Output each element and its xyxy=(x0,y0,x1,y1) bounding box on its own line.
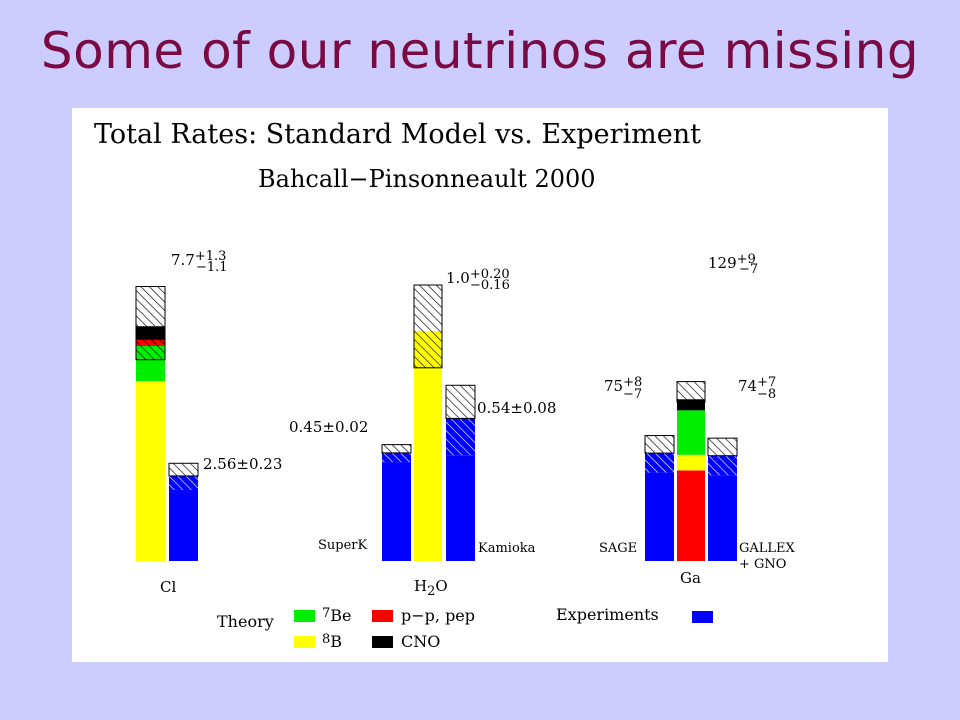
value-label-h2o-theory: 1.0+0.20 xyxy=(446,267,510,287)
exp-cap-hatch-h2o-1 xyxy=(445,384,476,419)
theory-bar-ga-cno xyxy=(677,399,705,411)
chart-title: Total Rates: Standard Model vs. Experime… xyxy=(94,119,701,150)
legend-swatch-b8 xyxy=(294,636,315,648)
value-label-ga-theory: 129+9 xyxy=(708,252,756,272)
theory-bar-h2o-b8 xyxy=(414,331,442,561)
exp-err-hatch-ga-0 xyxy=(645,453,674,473)
chart-subtitle: Bahcall−Pinsonneault 2000 xyxy=(258,165,596,193)
exp-name-sage: SAGE xyxy=(599,541,637,556)
exp-err-hatch-h2o-1 xyxy=(446,418,475,456)
value-label-gallex-minus: −8 xyxy=(757,387,776,402)
theory-err-hatch-ga xyxy=(676,381,706,403)
value-label-kamioka: 0.54±0.08 xyxy=(477,399,556,417)
legend-pp-label: p−p, pep xyxy=(401,606,475,625)
exp-bar-cl-0 xyxy=(169,489,198,561)
value-label-sage-minus: −7 xyxy=(623,387,642,402)
legend-theory-label: Theory xyxy=(217,612,274,631)
legend-swatch-pp xyxy=(372,610,393,622)
exp-cap-hatch-h2o-0 xyxy=(381,444,412,454)
exp-bar-h2o-0 xyxy=(382,462,411,561)
theory-bar-ga-b8 xyxy=(677,454,705,471)
group-label-h2o: H2O xyxy=(414,577,448,599)
exp-bar-h2o-1 xyxy=(446,455,475,561)
group-label-cl: Cl xyxy=(160,578,176,596)
exp-err-hatch-cl-0 xyxy=(169,475,198,490)
legend-swatch-cno xyxy=(372,636,393,648)
exp-cap-hatch-ga-0 xyxy=(644,435,675,454)
value-label-sage: 75+8 xyxy=(604,375,642,395)
legend-be7-label: 7Be xyxy=(322,606,352,625)
exp-bar-ga-0 xyxy=(645,472,674,561)
exp-err-hatch-h2o-0 xyxy=(382,452,411,463)
value-label-cl-theory: 7.7+1.3 xyxy=(171,249,226,269)
exp-err-hatch-ga-1 xyxy=(708,455,737,476)
theory-err-hatch-cl xyxy=(135,286,166,361)
value-label-cl-exp: 2.56±0.23 xyxy=(203,455,282,473)
legend-swatch-be7 xyxy=(294,610,315,622)
legend-experiments-label: Experiments xyxy=(556,605,659,624)
value-label-gallex: 74+7 xyxy=(738,375,776,395)
theory-bar-ga-pp xyxy=(677,470,705,561)
exp-name-superk: SuperK xyxy=(318,538,368,553)
value-label-ga-theory-minus: −7 xyxy=(739,262,758,277)
legend-cno-label: CNO xyxy=(401,632,440,651)
slide-title: Some of our neutrinos are missing xyxy=(40,22,920,80)
theory-bar-cl-b8 xyxy=(136,381,165,561)
value-label-superk: 0.45±0.02 xyxy=(289,418,368,436)
chart-svg: Total Rates: Standard Model vs. Experime… xyxy=(94,119,796,651)
chart-panel: Total Rates: Standard Model vs. Experime… xyxy=(72,108,888,662)
legend: Theory 7Be 8B p−p, pep CNO Experiments xyxy=(217,605,713,651)
value-label-cl-theory-minus: −1.1 xyxy=(196,260,228,275)
exp-bar-ga-1 xyxy=(708,475,737,561)
legend-b8-label: 8B xyxy=(322,632,342,651)
exp-name-gno: + GNO xyxy=(739,557,786,572)
theory-err-hatch-h2o xyxy=(413,284,443,369)
theory-bar-ga-be7 xyxy=(677,410,705,455)
legend-swatch-experiments xyxy=(692,611,713,623)
exp-name-kamioka: Kamioka xyxy=(478,541,536,556)
value-label-h2o-theory-minus: −0.16 xyxy=(470,278,510,293)
exp-cap-hatch-ga-1 xyxy=(707,437,738,457)
exp-cap-hatch-cl-0 xyxy=(168,462,199,477)
exp-name-gallex: GALLEX xyxy=(739,541,796,556)
bars-layer xyxy=(135,284,738,561)
group-label-ga: Ga xyxy=(680,569,701,587)
